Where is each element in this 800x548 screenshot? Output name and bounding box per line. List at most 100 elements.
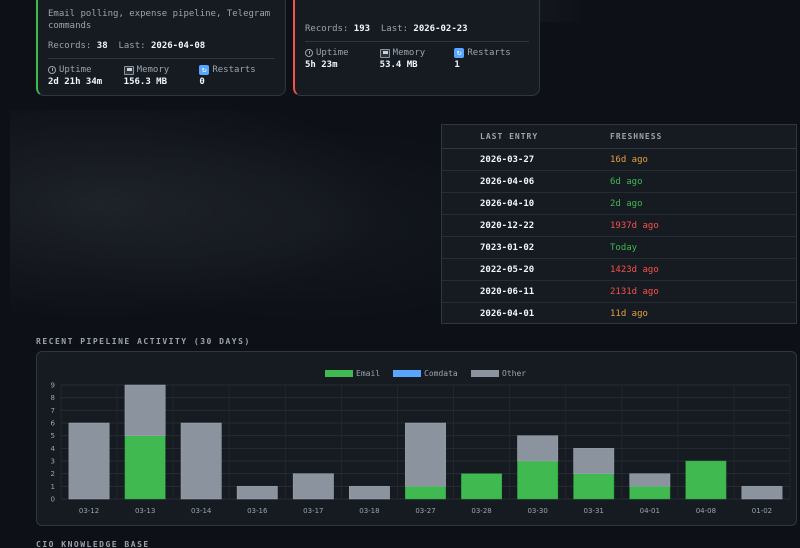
clock-icon xyxy=(48,66,56,74)
uptime-stat: Uptime 5h 23m xyxy=(305,48,380,70)
clock-icon xyxy=(305,49,313,57)
y-tick-label: 9 xyxy=(51,382,55,390)
y-tick-label: 4 xyxy=(51,445,56,453)
restarts-stat: ↻ Restarts 1 xyxy=(454,48,529,70)
y-tick-label: 1 xyxy=(51,483,55,491)
table-row: 2026-04-01 11d ago xyxy=(442,303,796,325)
bar-other-03-12 xyxy=(68,422,110,500)
x-tick-label: 03-17 xyxy=(303,507,323,515)
legend-label-other: Other xyxy=(502,369,526,378)
table-body: 2026-03-27 16d ago 2026-04-06 6d ago 2026-04… xyxy=(442,149,796,325)
x-tick-label: 03-13 xyxy=(135,507,155,515)
column-header-freshness: FRESHNESS xyxy=(610,132,663,141)
memory-value: 156.3 MB xyxy=(123,77,168,87)
pipeline-activity-chart: Email Comdata Other 0 1 2 3 4 5 6 7 8 9 03-12 03-13 03-… xyxy=(36,351,797,526)
table-row: 7023-01-02 Today xyxy=(442,237,796,259)
table-header: LAST ENTRY FRESHNESS xyxy=(442,125,796,149)
last-record-date: 2026-02-23 xyxy=(413,24,468,34)
column-header-last-entry: LAST ENTRY xyxy=(480,132,539,141)
refresh-icon: ↻ xyxy=(199,65,210,75)
legend-swatch-email xyxy=(325,370,353,377)
bar-other-03-27 xyxy=(405,422,446,487)
last-entry-cell: 2026-04-10 xyxy=(480,198,535,209)
bar-other-04-01 xyxy=(629,473,671,487)
refresh-icon: ↻ xyxy=(454,48,465,58)
service-card-2: Records: 193 Last: 2026-02-23 Uptime 5h … xyxy=(293,0,540,96)
legend-swatch-other xyxy=(471,370,499,377)
x-tick-label: 03-28 xyxy=(471,507,491,515)
last-entry-cell: 2026-03-27 xyxy=(480,154,535,165)
x-tick-label: 03-31 xyxy=(584,507,604,515)
x-tick-label: 04-08 xyxy=(696,507,716,515)
x-tick-label: 03-18 xyxy=(359,507,379,515)
y-tick-label: 6 xyxy=(51,420,56,428)
memory-stat: Memory 53.4 MB xyxy=(379,48,455,70)
y-tick-label: 8 xyxy=(51,394,55,402)
y-tick-label: 2 xyxy=(51,470,55,478)
x-tick-label: 03-14 xyxy=(191,507,212,515)
bar-other-03-31 xyxy=(573,448,615,474)
last-record-date: 2026-04-08 xyxy=(150,41,206,51)
x-tick-label: 03-30 xyxy=(527,507,547,515)
bar-email-03-31 xyxy=(573,473,615,500)
freshness-cell: 6d ago xyxy=(610,176,643,187)
legend-label-comdata: Comdata xyxy=(424,369,458,378)
table-row: 2026-04-10 2d ago xyxy=(442,193,796,215)
x-tick-label: 04-01 xyxy=(640,507,660,515)
bar-other-03-16 xyxy=(236,486,278,500)
freshness-cell: 1423d ago xyxy=(610,264,659,275)
bar-other-03-18 xyxy=(348,486,390,500)
bar-email-04-01 xyxy=(629,486,671,500)
table-row: 2020-06-11 2131d ago xyxy=(442,281,796,303)
memory-stat: Memory 156.3 MB xyxy=(123,65,200,87)
last-entry-cell: 2022-05-20 xyxy=(480,264,535,275)
knowledge-section-title: CIO KNOWLEDGE BASE xyxy=(36,540,150,548)
table-row: 2026-04-06 6d ago xyxy=(442,171,796,193)
records-count: 193 xyxy=(353,24,371,34)
y-tick-label: 0 xyxy=(51,496,55,504)
floppy-disk-icon xyxy=(379,48,390,58)
bar-email-03-27 xyxy=(405,486,446,500)
freshness-cell: Today xyxy=(610,242,638,253)
records-line: Records: 193 Last: 2026-02-23 xyxy=(305,24,468,34)
blurred-content-region xyxy=(10,110,440,340)
data-freshness-table: LAST ENTRY FRESHNESS 2026-03-27 16d ago 20… xyxy=(441,124,797,324)
freshness-cell: 2131d ago xyxy=(610,286,659,297)
y-tick-label: 5 xyxy=(51,432,55,440)
table-row: 2020-12-22 1937d ago xyxy=(442,215,796,237)
legend-label-email: Email xyxy=(356,369,380,378)
restarts-value: 0 xyxy=(199,77,205,87)
bar-email-03-13 xyxy=(124,435,166,500)
memory-value: 53.4 MB xyxy=(379,60,418,70)
bar-email-03-28 xyxy=(461,473,503,500)
service-card-1: Email polling, expense pipeline, Telegra… xyxy=(36,0,286,96)
stats-row: Uptime 2d 21h 34m Memory 156.3 MB ↻ Resta… xyxy=(48,58,275,87)
bar-other-03-14 xyxy=(180,422,222,500)
legend-swatch-comdata xyxy=(393,370,421,377)
last-entry-cell: 2026-04-06 xyxy=(480,176,535,187)
bar-other-03-13 xyxy=(124,384,166,436)
records-count: 38 xyxy=(96,41,108,51)
last-entry-cell: 7023-01-02 xyxy=(480,242,535,253)
service-description: Email polling, expense pipeline, Telegra… xyxy=(48,9,271,31)
bar-email-04-08 xyxy=(685,460,727,500)
uptime-value: 5h 23m xyxy=(305,60,338,70)
last-entry-cell: 2026-04-01 xyxy=(480,309,535,319)
freshness-cell: 11d ago xyxy=(610,309,648,319)
x-tick-label: 01-02 xyxy=(752,507,772,515)
chart-svg: Email Comdata Other 0 1 2 3 4 5 6 7 8 9 03-12 03-13 03-… xyxy=(51,369,791,515)
last-entry-cell: 2020-06-11 xyxy=(480,286,535,297)
uptime-stat: Uptime 2d 21h 34m xyxy=(48,65,124,87)
restarts-stat: ↻ Restarts 0 xyxy=(199,65,275,87)
bar-other-03-17 xyxy=(292,473,334,500)
floppy-disk-icon xyxy=(123,65,134,75)
y-tick-label: 3 xyxy=(51,458,55,466)
y-tick-label: 7 xyxy=(51,407,55,415)
uptime-value: 2d 21h 34m xyxy=(48,77,103,87)
activity-section-title: RECENT PIPELINE ACTIVITY (30 DAYS) xyxy=(36,337,251,346)
restarts-value: 1 xyxy=(454,60,460,70)
x-tick-label: 03-27 xyxy=(415,507,435,515)
bar-other-03-30 xyxy=(517,435,559,462)
x-tick-label: 03-16 xyxy=(247,507,268,515)
stats-row: Uptime 5h 23m Memory 53.4 MB ↻ Restarts 1 xyxy=(305,41,529,70)
